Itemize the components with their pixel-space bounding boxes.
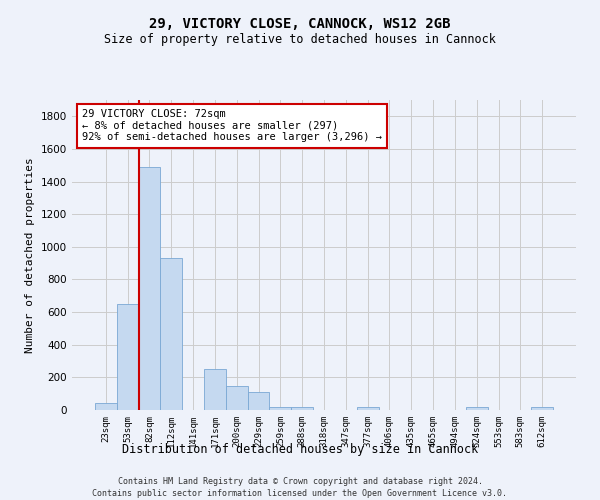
Bar xyxy=(160,258,182,410)
Bar xyxy=(357,406,379,410)
Bar xyxy=(531,406,553,410)
Text: 29, VICTORY CLOSE, CANNOCK, WS12 2GB: 29, VICTORY CLOSE, CANNOCK, WS12 2GB xyxy=(149,18,451,32)
Bar xyxy=(204,369,226,410)
Bar xyxy=(139,167,160,410)
Text: Contains public sector information licensed under the Open Government Licence v3: Contains public sector information licen… xyxy=(92,489,508,498)
Text: 29 VICTORY CLOSE: 72sqm
← 8% of detached houses are smaller (297)
92% of semi-de: 29 VICTORY CLOSE: 72sqm ← 8% of detached… xyxy=(82,110,382,142)
Bar xyxy=(269,406,291,410)
Text: Distribution of detached houses by size in Cannock: Distribution of detached houses by size … xyxy=(122,442,478,456)
Bar xyxy=(466,406,488,410)
Bar xyxy=(248,392,269,410)
Bar xyxy=(291,406,313,410)
Bar xyxy=(226,386,248,410)
Text: Contains HM Land Registry data © Crown copyright and database right 2024.: Contains HM Land Registry data © Crown c… xyxy=(118,478,482,486)
Text: Size of property relative to detached houses in Cannock: Size of property relative to detached ho… xyxy=(104,32,496,46)
Bar xyxy=(95,404,117,410)
Y-axis label: Number of detached properties: Number of detached properties xyxy=(25,157,35,353)
Bar xyxy=(117,304,139,410)
